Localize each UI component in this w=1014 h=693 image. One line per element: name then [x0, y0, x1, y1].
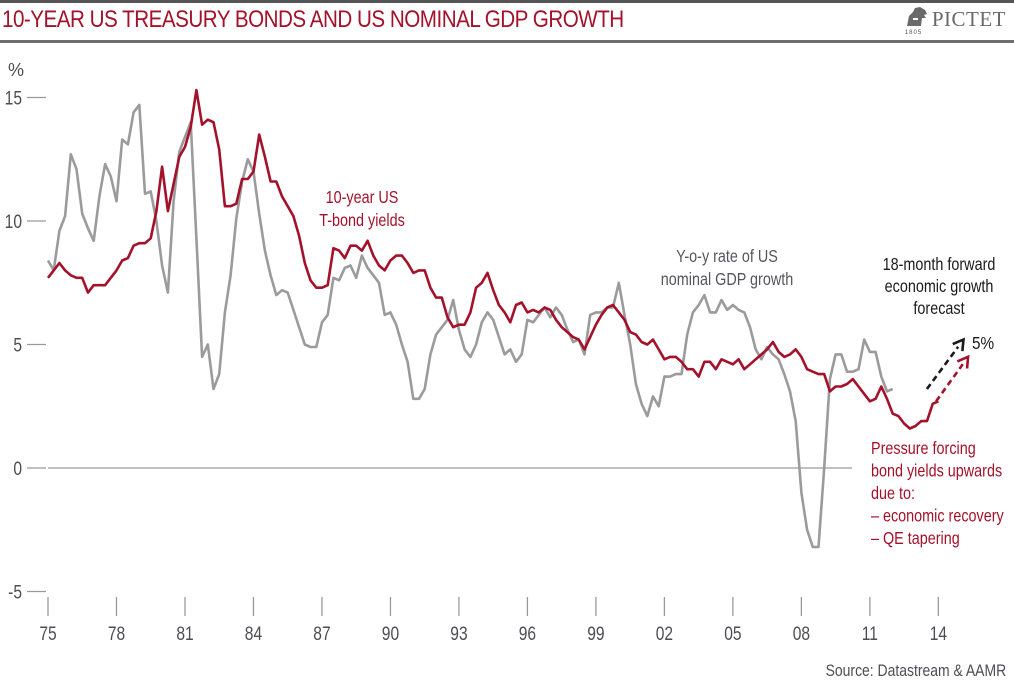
- source-note: Source: Datastream & AAMR: [825, 661, 1006, 680]
- x-tick-label: 05: [724, 623, 741, 645]
- y-axis-unit: %: [8, 60, 24, 80]
- logo-text: PICTET: [931, 6, 1006, 31]
- y-tick-label: 10: [5, 211, 22, 233]
- bond-series-label: 10-year US: [326, 188, 399, 208]
- forecast-label: economic growth: [885, 277, 994, 297]
- bond-forecast-arrow: [935, 363, 964, 403]
- title-rule: [0, 40, 1014, 43]
- pressure-note: – economic recovery: [871, 506, 1004, 526]
- forecast-label: 18-month forward: [883, 255, 996, 275]
- forecast-value-label: 5%: [972, 333, 994, 353]
- x-tick-label: 02: [656, 623, 673, 645]
- x-tick-label: 96: [519, 623, 536, 645]
- gdp-series-label: nominal GDP growth: [661, 270, 793, 290]
- bond-series-label: T-bond yields: [319, 211, 405, 231]
- x-tick-label: 90: [382, 623, 399, 645]
- pictet-logo: 1805 PICTET: [905, 6, 1006, 37]
- y-tick-label: 0: [13, 458, 22, 480]
- logo-year: 1805: [904, 30, 923, 36]
- annotation-group: 10-year US T-bond yields Y-o-y rate of US n…: [319, 188, 1004, 549]
- bond-forecast-arrow-head: [956, 354, 970, 369]
- gdp-series-label: Y-o-y rate of US: [676, 247, 778, 267]
- y-tick-label: 5: [13, 334, 22, 356]
- x-tick-label: 99: [587, 623, 604, 645]
- pressure-note: bond yields upwards: [871, 461, 1002, 481]
- axes: % 15 10 5 0 -5 75 78 81 84 87 90 93 96 99 02 05 08 11 14: [5, 60, 948, 644]
- bond-yield-line: [46, 88, 939, 430]
- gdp-forecast-arrow-head: [952, 337, 965, 352]
- x-tick-label: 93: [450, 623, 467, 645]
- x-tick-label: 87: [313, 623, 330, 645]
- x-tick-label: 11: [862, 623, 878, 645]
- y-tick-label: -5: [8, 581, 22, 603]
- gdp-growth-line: [46, 103, 894, 549]
- forecast-label: forecast: [913, 299, 965, 319]
- x-tick-label: 84: [245, 623, 263, 645]
- lion-icon: 1805: [905, 6, 929, 36]
- pressure-note: – QE tapering: [871, 529, 960, 549]
- gdp-forecast-arrow: [925, 346, 960, 390]
- series-group: [46, 88, 970, 549]
- y-tick-label: 15: [5, 87, 22, 109]
- x-tick-label: 75: [39, 623, 56, 645]
- x-tick-label: 78: [108, 623, 125, 645]
- pressure-note: due to:: [871, 484, 915, 504]
- x-tick-label: 81: [176, 623, 193, 645]
- pressure-note: Pressure forcing: [871, 439, 976, 459]
- x-tick-label: 08: [793, 623, 810, 645]
- x-tick-label: 14: [930, 623, 948, 645]
- top-rule: [0, 0, 1014, 3]
- chart-title: 10-YEAR US TREASURY BONDS AND US NOMINAL…: [2, 6, 624, 33]
